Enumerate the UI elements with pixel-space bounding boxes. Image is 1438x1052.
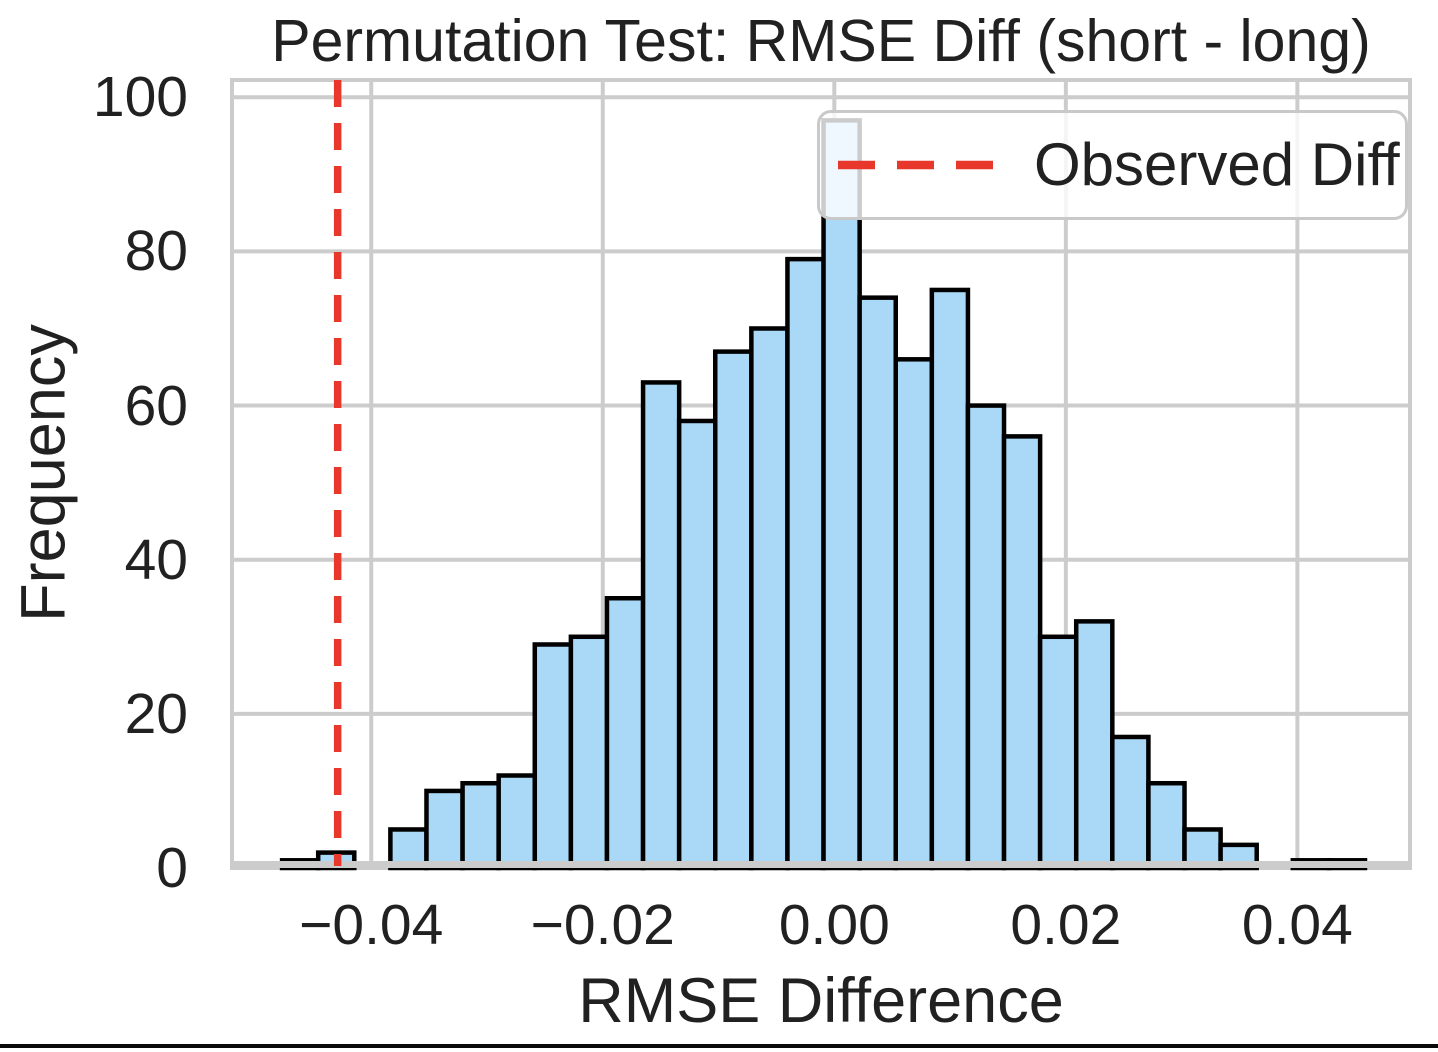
x-tick-label: 0.00 (778, 893, 890, 957)
histogram-bar (857, 295, 898, 871)
dashed-line-icon (838, 160, 1006, 170)
histogram-bar (1146, 780, 1187, 871)
histogram-bar (749, 326, 790, 871)
histogram-bar (604, 595, 646, 871)
histogram-bar (460, 780, 501, 871)
y-tick-label: 100 (92, 65, 188, 130)
y-tick-label: 80 (124, 219, 188, 284)
histogram-bar (965, 403, 1007, 871)
histogram-bar (1001, 434, 1043, 871)
histogram-bar (713, 349, 754, 871)
histogram-canvas (230, 78, 1412, 871)
x-tick-label: 0.04 (1241, 893, 1353, 957)
legend-label: Observed Diff (1034, 131, 1400, 198)
histogram-bar (821, 118, 862, 871)
y-tick-label: 20 (124, 681, 188, 746)
y-tick-label: 0 (156, 836, 188, 900)
y-tick-label: 60 (124, 373, 188, 438)
histogram-bar (1037, 634, 1079, 871)
bottom-divider (0, 1044, 1438, 1048)
histogram-bar (424, 788, 465, 871)
histogram-bar (496, 773, 538, 871)
histogram-bar (640, 380, 682, 871)
y-tick-label: 40 (124, 527, 188, 592)
histogram-bar (929, 287, 971, 871)
histogram-bar (785, 256, 826, 871)
histogram-bar (893, 357, 935, 871)
x-tick-label: −0.04 (299, 893, 444, 957)
x-axis-label: RMSE Difference (578, 966, 1064, 1036)
histogram-bar (676, 418, 718, 871)
histogram-bar (532, 642, 574, 871)
histogram-bar (1110, 734, 1151, 871)
legend: Observed Diff (817, 110, 1408, 220)
plot-area: Observed Diff (230, 78, 1412, 871)
histogram-bar (568, 634, 610, 871)
x-tick-label: 0.02 (1010, 893, 1122, 957)
chart-title: Permutation Test: RMSE Diff (short - lon… (271, 8, 1371, 74)
x-tick-label: −0.02 (530, 893, 675, 957)
histogram-bar (1073, 619, 1115, 871)
